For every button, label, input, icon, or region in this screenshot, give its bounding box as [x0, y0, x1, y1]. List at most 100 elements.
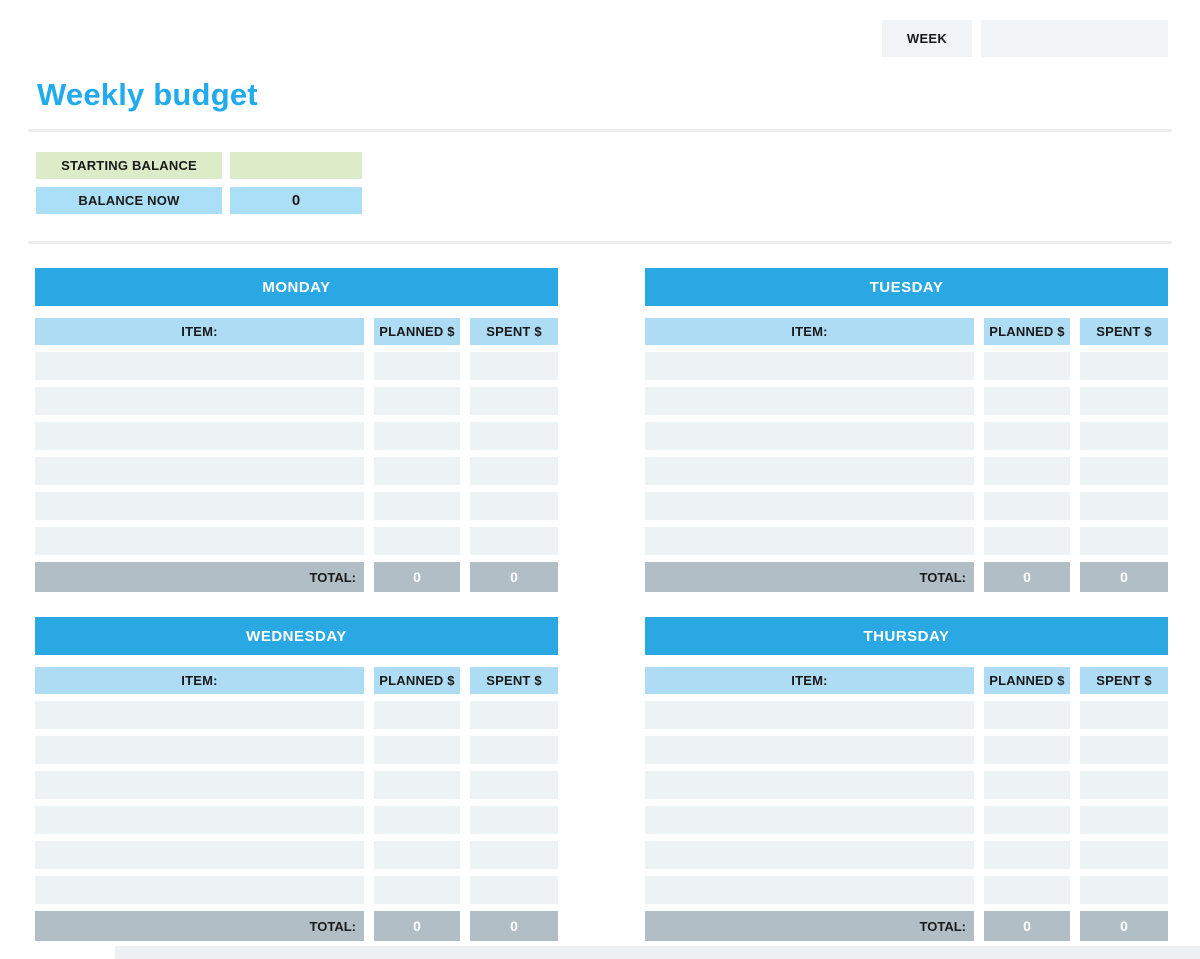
item-input-cell[interactable] [645, 457, 974, 485]
spent-input-cell[interactable] [470, 736, 558, 764]
item-input-cell[interactable] [645, 771, 974, 799]
balance-section: STARTING BALANCE BALANCE NOW 0 [36, 152, 1200, 214]
item-input-cell[interactable] [35, 352, 364, 380]
planned-input-cell[interactable] [984, 422, 1070, 450]
divider-top [28, 129, 1172, 132]
item-input-cell[interactable] [35, 457, 364, 485]
spent-input-cell[interactable] [470, 841, 558, 869]
page-title: Weekly budget [37, 77, 258, 112]
spent-input-cell[interactable] [1080, 457, 1168, 485]
divider-middle [28, 241, 1172, 244]
spent-input-cell[interactable] [1080, 387, 1168, 415]
item-input-cell[interactable] [645, 352, 974, 380]
item-input-cell[interactable] [645, 422, 974, 450]
planned-input-cell[interactable] [984, 841, 1070, 869]
item-input-cell[interactable] [35, 422, 364, 450]
item-input-cell[interactable] [645, 701, 974, 729]
item-input-cell[interactable] [35, 701, 364, 729]
spent-input-cell[interactable] [470, 492, 558, 520]
total-planned-value: 0 [984, 562, 1070, 592]
spent-input-cell[interactable] [1080, 736, 1168, 764]
planned-input-cell[interactable] [984, 527, 1070, 555]
planned-input-cell[interactable] [984, 876, 1070, 904]
item-column-header: ITEM: [35, 667, 364, 694]
spent-input-cell[interactable] [1080, 352, 1168, 380]
item-input-cell[interactable] [35, 387, 364, 415]
day-header: WEDNESDAY [35, 617, 558, 655]
item-input-cell[interactable] [645, 806, 974, 834]
item-input-cell[interactable] [35, 876, 364, 904]
spent-input-cell[interactable] [1080, 527, 1168, 555]
spent-input-cell[interactable] [470, 352, 558, 380]
planned-input-cell[interactable] [374, 457, 460, 485]
item-input-cell[interactable] [35, 736, 364, 764]
item-input-cell[interactable] [645, 841, 974, 869]
item-column-header: ITEM: [35, 318, 364, 345]
spent-input-cell[interactable] [470, 876, 558, 904]
total-planned-value: 0 [984, 911, 1070, 941]
planned-input-cell[interactable] [374, 492, 460, 520]
planned-input-cell[interactable] [984, 352, 1070, 380]
item-input-cell[interactable] [645, 387, 974, 415]
spent-column-header: SPENT $ [470, 667, 558, 694]
day-section: THURSDAY ITEM: PLANNED $ SPENT $ TOTAL: … [645, 617, 1168, 941]
planned-input-cell[interactable] [374, 771, 460, 799]
item-column-header: ITEM: [645, 318, 974, 345]
day-section: MONDAY ITEM: PLANNED $ SPENT $ TOTAL: 0 … [35, 268, 558, 592]
planned-input-cell[interactable] [984, 736, 1070, 764]
day-header: TUESDAY [645, 268, 1168, 306]
item-input-cell[interactable] [35, 492, 364, 520]
planned-input-cell[interactable] [374, 876, 460, 904]
item-input-cell[interactable] [35, 771, 364, 799]
spent-input-cell[interactable] [1080, 701, 1168, 729]
planned-input-cell[interactable] [984, 771, 1070, 799]
planned-input-cell[interactable] [374, 352, 460, 380]
planned-input-cell[interactable] [374, 806, 460, 834]
planned-input-cell[interactable] [984, 701, 1070, 729]
starting-balance-label: STARTING BALANCE [36, 152, 222, 179]
planned-column-header: PLANNED $ [984, 318, 1070, 345]
total-label: TOTAL: [35, 562, 364, 592]
planned-input-cell[interactable] [984, 806, 1070, 834]
planned-input-cell[interactable] [374, 387, 460, 415]
spent-input-cell[interactable] [1080, 422, 1168, 450]
total-planned-value: 0 [374, 911, 460, 941]
planned-input-cell[interactable] [374, 422, 460, 450]
planned-input-cell[interactable] [984, 457, 1070, 485]
spent-input-cell[interactable] [1080, 876, 1168, 904]
total-spent-value: 0 [470, 911, 558, 941]
item-input-cell[interactable] [645, 492, 974, 520]
spent-input-cell[interactable] [1080, 492, 1168, 520]
week-value-cell[interactable] [981, 20, 1168, 57]
planned-input-cell[interactable] [984, 492, 1070, 520]
starting-balance-value-cell[interactable] [230, 152, 362, 179]
spent-input-cell[interactable] [470, 387, 558, 415]
day-table: ITEM: PLANNED $ SPENT $ TOTAL: 0 0 [645, 318, 1168, 592]
spent-input-cell[interactable] [1080, 841, 1168, 869]
spent-input-cell[interactable] [1080, 771, 1168, 799]
item-input-cell[interactable] [35, 527, 364, 555]
spent-input-cell[interactable] [470, 806, 558, 834]
balance-now-value: 0 [230, 187, 362, 214]
planned-input-cell[interactable] [984, 387, 1070, 415]
planned-input-cell[interactable] [374, 736, 460, 764]
planned-input-cell[interactable] [374, 527, 460, 555]
spent-input-cell[interactable] [470, 527, 558, 555]
planned-input-cell[interactable] [374, 701, 460, 729]
item-input-cell[interactable] [35, 841, 364, 869]
item-input-cell[interactable] [35, 806, 364, 834]
spent-column-header: SPENT $ [1080, 318, 1168, 345]
spent-input-cell[interactable] [470, 457, 558, 485]
spent-input-cell[interactable] [470, 701, 558, 729]
day-header: MONDAY [35, 268, 558, 306]
planned-input-cell[interactable] [374, 841, 460, 869]
spent-column-header: SPENT $ [1080, 667, 1168, 694]
total-spent-value: 0 [1080, 562, 1168, 592]
item-input-cell[interactable] [645, 527, 974, 555]
item-input-cell[interactable] [645, 736, 974, 764]
spent-input-cell[interactable] [470, 422, 558, 450]
spent-input-cell[interactable] [1080, 806, 1168, 834]
item-input-cell[interactable] [645, 876, 974, 904]
spent-column-header: SPENT $ [470, 318, 558, 345]
spent-input-cell[interactable] [470, 771, 558, 799]
